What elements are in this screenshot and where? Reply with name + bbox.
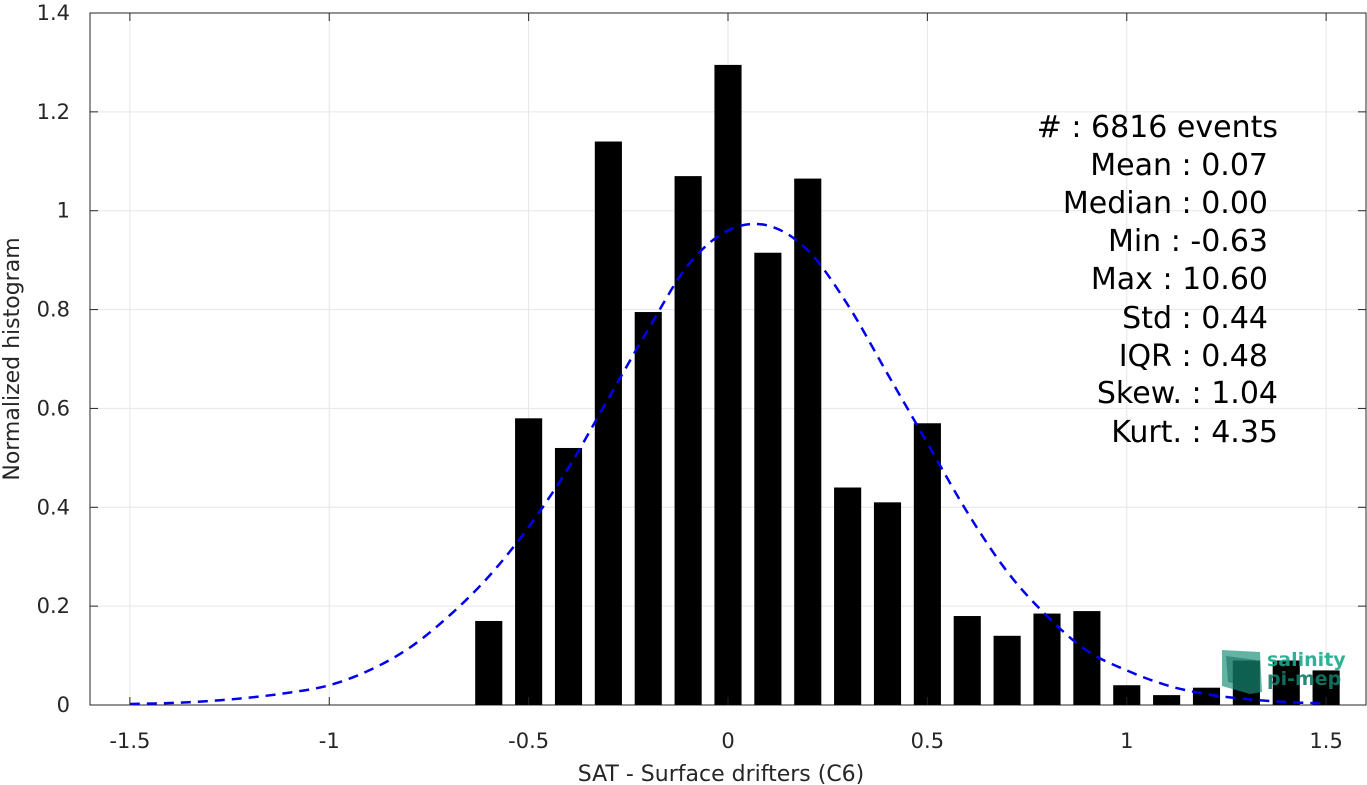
x-tick-labels: -1.5 -1 -0.5 0 0.5 1 1.5 xyxy=(109,729,1342,753)
axis-ticks xyxy=(90,12,1366,706)
histogram-bar xyxy=(714,64,742,705)
x-tick-label: -1.5 xyxy=(109,729,150,753)
logo-line1: salinity xyxy=(1267,649,1346,671)
histogram-bar xyxy=(1033,613,1061,705)
x-tick-label: -0.5 xyxy=(508,729,549,753)
histogram-bar xyxy=(1272,660,1300,705)
y-tick-label: 1 xyxy=(57,199,70,223)
stats-annotation: # : 6816 events Mean : 0.07 Median : 0.0… xyxy=(1037,110,1278,450)
histogram-bar xyxy=(475,620,503,705)
y-axis-label: Normalized histogram xyxy=(0,237,25,480)
y-tick-label: 0.6 xyxy=(37,396,70,420)
stats-min: Min : -0.63 xyxy=(1108,224,1268,259)
y-tick-label: 0.8 xyxy=(37,298,70,322)
x-tick-label: 0.5 xyxy=(911,729,944,753)
y-tick-label: 1.4 xyxy=(37,1,70,25)
histogram-bars xyxy=(475,64,1340,706)
y-tick-label: 0.2 xyxy=(37,594,70,618)
histogram-bar xyxy=(1073,611,1101,705)
stats-median: Median : 0.00 xyxy=(1063,186,1268,221)
stats-skew: Skew. : 1.04 xyxy=(1097,376,1278,411)
stats-std: Std : 0.44 xyxy=(1122,301,1268,336)
stats-mean: Mean : 0.07 xyxy=(1090,148,1268,183)
histogram-bar xyxy=(1153,695,1181,705)
histogram-bar xyxy=(794,178,822,706)
logo-line2: pi-mep xyxy=(1267,668,1341,690)
histogram-bar xyxy=(873,502,902,705)
stats-iqr: IQR : 0.48 xyxy=(1119,339,1268,374)
y-tick-label: 0 xyxy=(57,693,70,717)
stats-kurt: Kurt. : 4.35 xyxy=(1111,415,1278,450)
y-tick-label: 1.2 xyxy=(37,100,70,124)
x-tick-label: 0 xyxy=(721,729,734,753)
histogram-bar xyxy=(754,252,782,705)
x-tick-label: 1.5 xyxy=(1309,729,1342,753)
histogram-bar xyxy=(594,141,622,705)
stats-count: # : 6816 events xyxy=(1037,110,1278,145)
x-axis-label: SAT - Surface drifters (C6) xyxy=(578,762,865,785)
x-tick-label: 1 xyxy=(1120,729,1133,753)
histogram-bar xyxy=(834,487,862,705)
histogram-bar xyxy=(913,423,941,705)
histogram-bar xyxy=(554,447,583,705)
histogram-bar xyxy=(674,176,702,706)
histogram-bar xyxy=(515,418,543,705)
histogram-bar xyxy=(1113,685,1141,705)
logo-wave-inner-icon xyxy=(1226,656,1256,688)
y-tick-labels: 0 0.2 0.4 0.6 0.8 1 1.2 1.4 xyxy=(37,1,70,717)
y-tick-label: 0.4 xyxy=(37,495,70,519)
gaussian-fit-curve xyxy=(129,222,1327,706)
histogram-bar xyxy=(993,635,1021,705)
histogram-bar xyxy=(634,312,662,705)
x-tick-label: -1 xyxy=(319,729,340,753)
histogram-bar xyxy=(953,616,981,705)
salinity-pi-mep-logo: salinity pi-mep xyxy=(1222,649,1346,694)
stats-max: Max : 10.60 xyxy=(1091,262,1268,297)
